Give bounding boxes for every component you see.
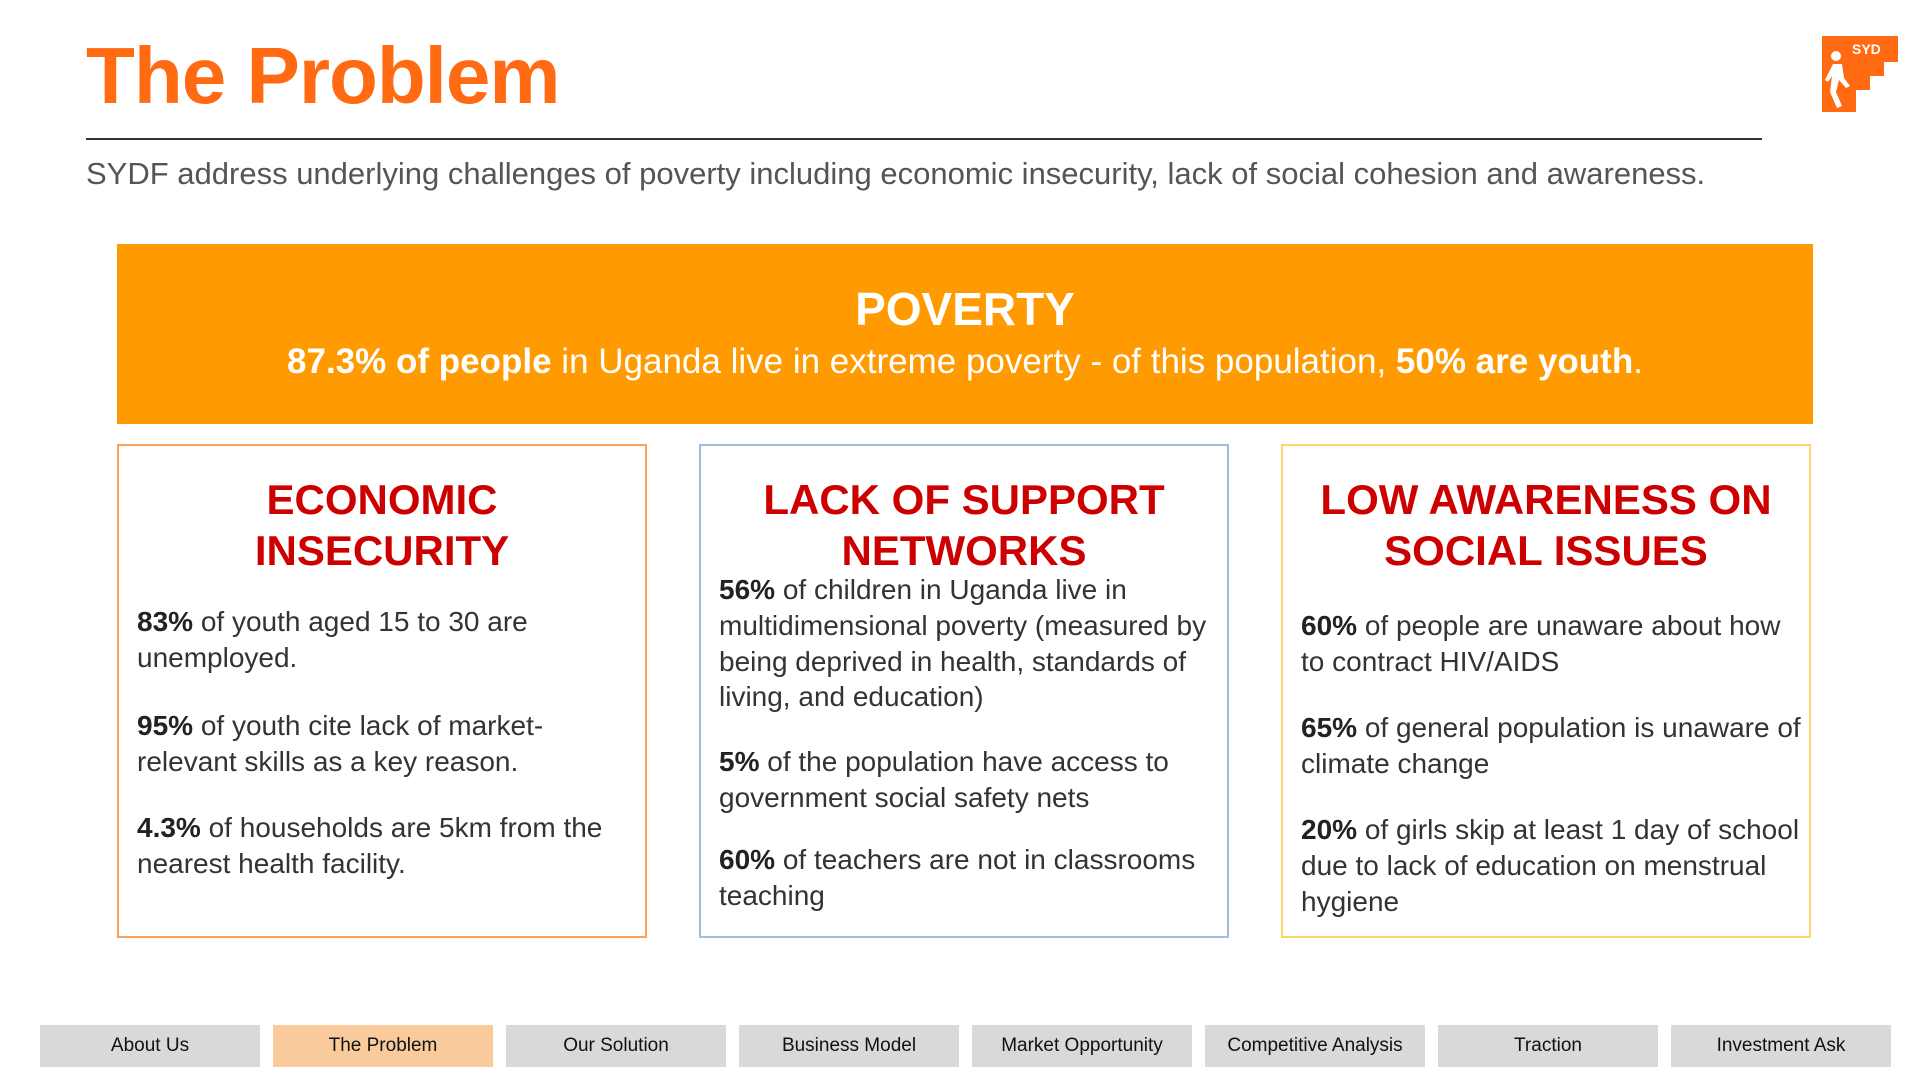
nav-our-solution[interactable]: Our Solution (506, 1025, 726, 1067)
stat-value: 4.3% (137, 812, 201, 843)
stat-item: 83% of youth aged 15 to 30 are unemploye… (137, 604, 637, 676)
stat-text: of teachers are not in classrooms teachi… (719, 844, 1196, 911)
stat-item: 4.3% of households are 5km from the near… (137, 810, 637, 882)
banner-text: 87.3% of people in Uganda live in extrem… (117, 344, 1813, 379)
stat-item: 65% of general population is unaware of … (1301, 710, 1801, 782)
stat-text: of the population have access to governm… (719, 746, 1169, 813)
nav-traction[interactable]: Traction (1438, 1025, 1658, 1067)
nav-business-model[interactable]: Business Model (739, 1025, 959, 1067)
stat-value: 60% (1301, 610, 1358, 641)
card-title: LOW AWARENESS ON SOCIAL ISSUES (1320, 476, 1772, 575)
stat-item: 5% of the population have access to gove… (719, 744, 1219, 816)
stat-value: 20% (1301, 814, 1358, 845)
card-lack-of-support-networks: LACK OF SUPPORT NETWORKS 56% of children… (699, 444, 1229, 938)
stat-value: 83% (137, 606, 194, 637)
card-title: LACK OF SUPPORT NETWORKS (763, 476, 1165, 575)
stat-text: of girls skip at least 1 day of school d… (1301, 814, 1800, 917)
stat-value: 5% (719, 746, 760, 777)
stat-text: of households are 5km from the nearest h… (137, 812, 603, 879)
stat-text: of people are unaware about how to contr… (1301, 610, 1781, 677)
nav-competitive-analysis[interactable]: Competitive Analysis (1205, 1025, 1425, 1067)
stat-item: 20% of girls skip at least 1 day of scho… (1301, 812, 1801, 919)
nav-investment-ask[interactable]: Investment Ask (1671, 1025, 1891, 1067)
syd-logo-icon: SYD (1822, 36, 1898, 112)
card-low-awareness-social-issues: LOW AWARENESS ON SOCIAL ISSUES 60% of pe… (1281, 444, 1811, 938)
nav-market-opportunity[interactable]: Market Opportunity (972, 1025, 1192, 1067)
banner-stat-people: 87.3% of people (287, 342, 552, 381)
stat-item: 95% of youth cite lack of market-relevan… (137, 708, 637, 780)
banner-text-part-2: . (1633, 342, 1643, 381)
logo-text: SYD (1852, 41, 1881, 57)
poverty-banner: POVERTY 87.3% of people in Uganda live i… (117, 244, 1813, 424)
stat-item: 56% of children in Uganda live in multid… (719, 572, 1219, 715)
card-economic-insecurity: ECONOMIC INSECURITY 83% of youth aged 15… (117, 444, 647, 938)
banner-stat-youth: 50% are youth (1395, 342, 1634, 381)
banner-title: POVERTY (855, 283, 1075, 335)
stat-text: of general population is unaware of clim… (1301, 712, 1801, 779)
stat-item: 60% of teachers are not in classrooms te… (719, 842, 1219, 914)
stat-value: 56% (719, 574, 776, 605)
stat-text: of youth aged 15 to 30 are unemployed. (137, 606, 528, 673)
stat-text: of children in Uganda live in multidimen… (719, 574, 1207, 713)
banner-text-part-1: in Uganda live in extreme poverty - of t… (551, 342, 1396, 381)
stat-item: 60% of people are unaware about how to c… (1301, 608, 1801, 680)
page-title: The Problem (86, 31, 561, 120)
stat-value: 95% (137, 710, 194, 741)
page-subtitle: SYDF address underlying challenges of po… (86, 156, 1706, 191)
title-divider (86, 138, 1762, 140)
nav-the-problem[interactable]: The Problem (273, 1025, 493, 1067)
card-title: ECONOMIC INSECURITY (254, 476, 510, 575)
stat-value: 65% (1301, 712, 1358, 743)
stat-text: of youth cite lack of market-relevant sk… (137, 710, 544, 777)
stat-value: 60% (719, 844, 776, 875)
nav-about-us[interactable]: About Us (40, 1025, 260, 1067)
